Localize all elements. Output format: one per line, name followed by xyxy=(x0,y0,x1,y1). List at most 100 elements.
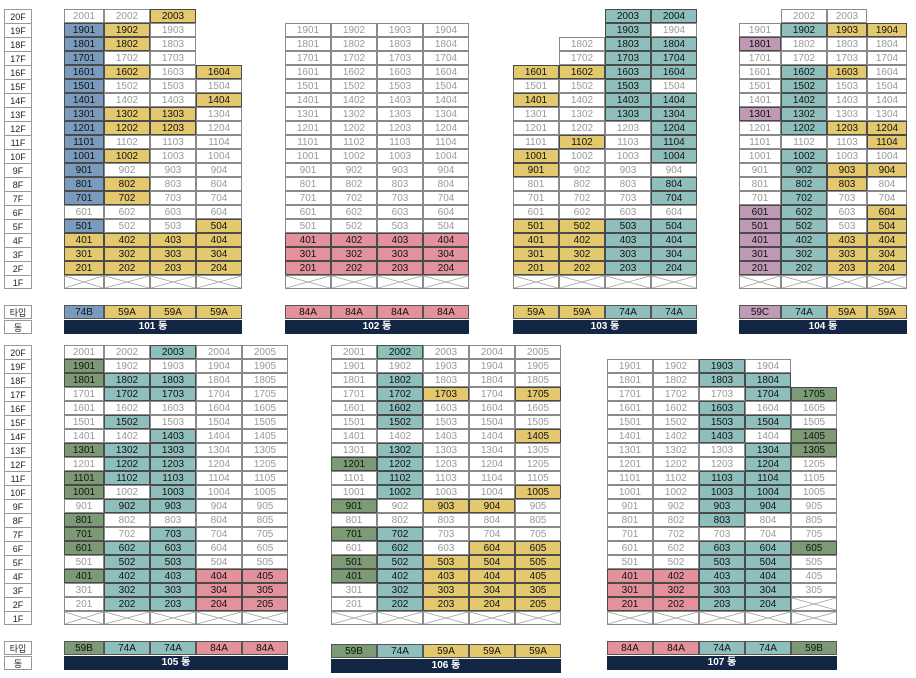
unit-105-402[interactable]: 402 xyxy=(104,569,150,583)
unit-107-1903[interactable]: 1903 xyxy=(699,359,745,373)
unit-106-405[interactable]: 405 xyxy=(515,569,561,583)
unit-101-1102[interactable]: 1102 xyxy=(104,135,150,149)
unit-103-304[interactable]: 304 xyxy=(651,247,697,261)
unit-104-404[interactable]: 404 xyxy=(867,233,907,247)
unit-104-802[interactable]: 802 xyxy=(781,177,827,191)
unit-105-901[interactable]: 901 xyxy=(64,499,104,513)
unit-107-501[interactable]: 501 xyxy=(607,555,653,569)
unit-103-701[interactable]: 701 xyxy=(513,191,559,205)
unit-105-1701[interactable]: 1701 xyxy=(64,387,104,401)
unit-105-2001[interactable]: 2001 xyxy=(64,345,104,359)
unit-101-1401[interactable]: 1401 xyxy=(64,93,104,107)
unit-105-301[interactable]: 301 xyxy=(64,583,104,597)
unit-104-1802[interactable]: 1802 xyxy=(781,37,827,51)
unit-103-1703[interactable]: 1703 xyxy=(605,51,651,65)
unit-105-903[interactable]: 903 xyxy=(150,499,196,513)
unit-102-1103[interactable]: 1103 xyxy=(377,135,423,149)
unit-104-703[interactable]: 703 xyxy=(827,191,867,205)
unit-102-1702[interactable]: 1702 xyxy=(331,51,377,65)
unit-107-1202[interactable]: 1202 xyxy=(653,457,699,471)
unit-101-1903[interactable]: 1903 xyxy=(150,23,196,37)
unit-101-1504[interactable]: 1504 xyxy=(196,79,242,93)
unit-103-201[interactable]: 201 xyxy=(513,261,559,275)
unit-102-1602[interactable]: 1602 xyxy=(331,65,377,79)
unit-101-1802[interactable]: 1802 xyxy=(104,37,150,51)
unit-104-204[interactable]: 204 xyxy=(867,261,907,275)
unit-101-1601[interactable]: 1601 xyxy=(64,65,104,79)
unit-107-1705[interactable]: 1705 xyxy=(791,387,837,401)
unit-105-1203[interactable]: 1203 xyxy=(150,457,196,471)
unit-107-403[interactable]: 403 xyxy=(699,569,745,583)
unit-104-1601[interactable]: 1601 xyxy=(739,65,781,79)
unit-107-1303[interactable]: 1303 xyxy=(699,443,745,457)
unit-105-1305[interactable]: 1305 xyxy=(242,443,288,457)
unit-106-802[interactable]: 802 xyxy=(377,513,423,527)
unit-102-1101[interactable]: 1101 xyxy=(285,135,331,149)
unit-103-1201[interactable]: 1201 xyxy=(513,121,559,135)
unit-107-1201[interactable]: 1201 xyxy=(607,457,653,471)
unit-106-805[interactable]: 805 xyxy=(515,513,561,527)
unit-106-204[interactable]: 204 xyxy=(469,597,515,611)
unit-103-1003[interactable]: 1003 xyxy=(605,149,651,163)
unit-103-1304[interactable]: 1304 xyxy=(651,107,697,121)
unit-106-502[interactable]: 502 xyxy=(377,555,423,569)
unit-106-604[interactable]: 604 xyxy=(469,541,515,555)
unit-106-1404[interactable]: 1404 xyxy=(469,429,515,443)
unit-105-1802[interactable]: 1802 xyxy=(104,373,150,387)
unit-101-1503[interactable]: 1503 xyxy=(150,79,196,93)
unit-103-604[interactable]: 604 xyxy=(651,205,697,219)
unit-102-1504[interactable]: 1504 xyxy=(423,79,469,93)
unit-107-1901[interactable]: 1901 xyxy=(607,359,653,373)
unit-106-704[interactable]: 704 xyxy=(469,527,515,541)
unit-106-404[interactable]: 404 xyxy=(469,569,515,583)
unit-104-1203[interactable]: 1203 xyxy=(827,121,867,135)
unit-104-303[interactable]: 303 xyxy=(827,247,867,261)
unit-102-402[interactable]: 402 xyxy=(331,233,377,247)
unit-106-1103[interactable]: 1103 xyxy=(423,471,469,485)
unit-106-1205[interactable]: 1205 xyxy=(515,457,561,471)
unit-106-903[interactable]: 903 xyxy=(423,499,469,513)
unit-101-1502[interactable]: 1502 xyxy=(104,79,150,93)
unit-103-903[interactable]: 903 xyxy=(605,163,651,177)
unit-105-1001[interactable]: 1001 xyxy=(64,485,104,499)
unit-103-1603[interactable]: 1603 xyxy=(605,65,651,79)
unit-101-1803[interactable]: 1803 xyxy=(150,37,196,51)
unit-106-503[interactable]: 503 xyxy=(423,555,469,569)
unit-101-601[interactable]: 601 xyxy=(64,205,104,219)
unit-107-901[interactable]: 901 xyxy=(607,499,653,513)
unit-103-501[interactable]: 501 xyxy=(513,219,559,233)
unit-106-1302[interactable]: 1302 xyxy=(377,443,423,457)
unit-105-1502[interactable]: 1502 xyxy=(104,415,150,429)
unit-106-1401[interactable]: 1401 xyxy=(331,429,377,443)
unit-105-2004[interactable]: 2004 xyxy=(196,345,242,359)
unit-104-304[interactable]: 304 xyxy=(867,247,907,261)
unit-104-1204[interactable]: 1204 xyxy=(867,121,907,135)
unit-106-901[interactable]: 901 xyxy=(331,499,377,513)
unit-101-1203[interactable]: 1203 xyxy=(150,121,196,135)
unit-104-901[interactable]: 901 xyxy=(739,163,781,177)
unit-107-1503[interactable]: 1503 xyxy=(699,415,745,429)
unit-101-203[interactable]: 203 xyxy=(150,261,196,275)
unit-105-1704[interactable]: 1704 xyxy=(196,387,242,401)
unit-105-1104[interactable]: 1104 xyxy=(196,471,242,485)
unit-102-1003[interactable]: 1003 xyxy=(377,149,423,163)
unit-102-1904[interactable]: 1904 xyxy=(423,23,469,37)
unit-104-203[interactable]: 203 xyxy=(827,261,867,275)
unit-104-904[interactable]: 904 xyxy=(867,163,907,177)
unit-104-1804[interactable]: 1804 xyxy=(867,37,907,51)
unit-101-1403[interactable]: 1403 xyxy=(150,93,196,107)
unit-101-1603[interactable]: 1603 xyxy=(150,65,196,79)
unit-107-1704[interactable]: 1704 xyxy=(745,387,791,401)
unit-106-501[interactable]: 501 xyxy=(331,555,377,569)
unit-106-2002[interactable]: 2002 xyxy=(377,345,423,359)
unit-102-1001[interactable]: 1001 xyxy=(285,149,331,163)
unit-107-1603[interactable]: 1603 xyxy=(699,401,745,415)
unit-101-602[interactable]: 602 xyxy=(104,205,150,219)
unit-101-404[interactable]: 404 xyxy=(196,233,242,247)
unit-103-702[interactable]: 702 xyxy=(559,191,605,205)
unit-102-701[interactable]: 701 xyxy=(285,191,331,205)
unit-105-204[interactable]: 204 xyxy=(196,597,242,611)
unit-102-1201[interactable]: 1201 xyxy=(285,121,331,135)
unit-102-1704[interactable]: 1704 xyxy=(423,51,469,65)
unit-105-704[interactable]: 704 xyxy=(196,527,242,541)
